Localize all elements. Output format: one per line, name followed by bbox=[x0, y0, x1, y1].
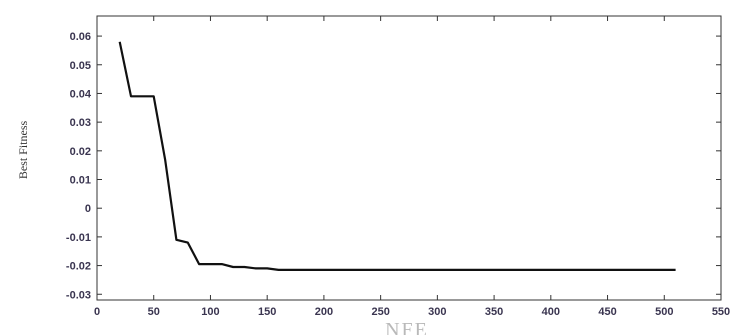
y-tick-label: -0.03 bbox=[66, 289, 91, 301]
x-tick-label: 150 bbox=[258, 306, 276, 318]
axes bbox=[96, 15, 722, 301]
x-tick-label: 450 bbox=[598, 306, 616, 318]
y-tick-label: 0.02 bbox=[70, 146, 91, 158]
x-tick-label: 300 bbox=[428, 306, 446, 318]
y-axis-label: Best Fitness bbox=[16, 121, 30, 180]
x-tick-label: 0 bbox=[94, 306, 100, 318]
y-tick-label: 0.01 bbox=[70, 175, 91, 187]
series-layer bbox=[118, 41, 676, 271]
x-tick-label: 550 bbox=[712, 306, 730, 318]
y-tick-label: 0.05 bbox=[70, 60, 91, 72]
plot-frame bbox=[96, 15, 722, 301]
x-tick-label: 100 bbox=[201, 306, 219, 318]
y-tick-label: -0.02 bbox=[66, 261, 91, 273]
y-tick-label: -0.01 bbox=[66, 232, 91, 244]
x-tick-label: 250 bbox=[371, 306, 389, 318]
x-axis-label: NFE bbox=[385, 319, 429, 335]
x-tick-label: 200 bbox=[315, 306, 333, 318]
x-tick-label: 350 bbox=[485, 306, 503, 318]
y-ticks: 0.06 0.05 0.04 0.03 0.02 0.01 0 -0.01 -0.02 -0.03 bbox=[66, 31, 721, 301]
series-line bbox=[118, 41, 676, 271]
y-tick-label: 0 bbox=[85, 203, 91, 215]
x-tick-label: 50 bbox=[148, 306, 160, 318]
x-ticks: 0 50 100 150 200 250 300 350 400 450 500 550 bbox=[94, 16, 730, 318]
y-tick-label: 0.03 bbox=[70, 117, 91, 129]
x-tick-label: 400 bbox=[542, 306, 560, 318]
y-tick-label: 0.06 bbox=[70, 31, 91, 43]
y-tick-label: 0.04 bbox=[70, 88, 92, 100]
x-tick-label: 500 bbox=[655, 306, 673, 318]
